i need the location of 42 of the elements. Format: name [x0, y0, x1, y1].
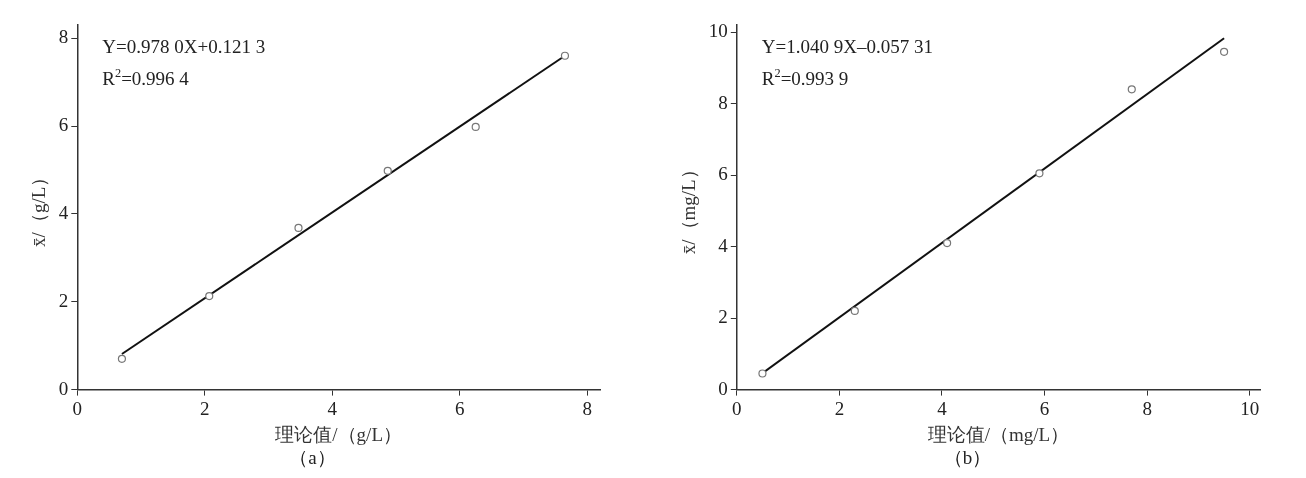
y-tick-label: 4 [718, 234, 729, 256]
point [1127, 85, 1136, 94]
y-tick-label: 6 [718, 163, 728, 185]
y-tick-label: 10 [708, 20, 728, 42]
point [560, 51, 570, 60]
annotation: Y=1.040 9X–0.057 31 [761, 36, 933, 57]
y-tick-label: 8 [58, 26, 69, 48]
point [758, 369, 767, 378]
x-tick-label: 6 [455, 397, 465, 419]
y-tick-label: 0 [718, 377, 728, 399]
x-tick-label: 2 [200, 397, 210, 419]
y-tick-label: 8 [718, 91, 728, 113]
text: （b） [943, 446, 992, 468]
point [1219, 47, 1229, 56]
y-tick-label: 2 [58, 289, 69, 311]
annotation: Y=0.978 0X+0.121 3 [102, 36, 266, 57]
point [117, 354, 127, 363]
point [850, 306, 859, 316]
y-tick-label: 6 [58, 114, 69, 136]
text: （a） [289, 446, 336, 468]
point [1035, 169, 1044, 178]
point [471, 122, 480, 132]
x-tick-label: 4 [937, 397, 948, 419]
y-tick-label: 0 [58, 377, 69, 399]
x-axis-title: 理论值/（g/L） [275, 423, 402, 445]
point [205, 291, 214, 301]
point [943, 238, 952, 248]
point [383, 166, 392, 175]
x-tick-label: 4 [327, 397, 338, 419]
x-tick-label: 0 [72, 397, 83, 419]
point [294, 223, 303, 233]
x-tick-label: 8 [582, 397, 592, 419]
y-tick-label: 2 [718, 306, 728, 328]
y-axis-title: x̄/（g/L） [28, 167, 50, 247]
x-tick-label: 6 [1039, 397, 1050, 419]
x-axis-title: 理论值/（mg/L） [927, 423, 1070, 445]
x-tick-label: 10 [1240, 397, 1260, 419]
x-tick-label: 8 [1142, 397, 1152, 419]
y-axis-title: x̄/（mg/L） [678, 160, 700, 255]
x-tick-label: 0 [732, 397, 742, 419]
y-tick-label: 4 [58, 201, 69, 223]
x-tick-label: 2 [834, 397, 845, 419]
